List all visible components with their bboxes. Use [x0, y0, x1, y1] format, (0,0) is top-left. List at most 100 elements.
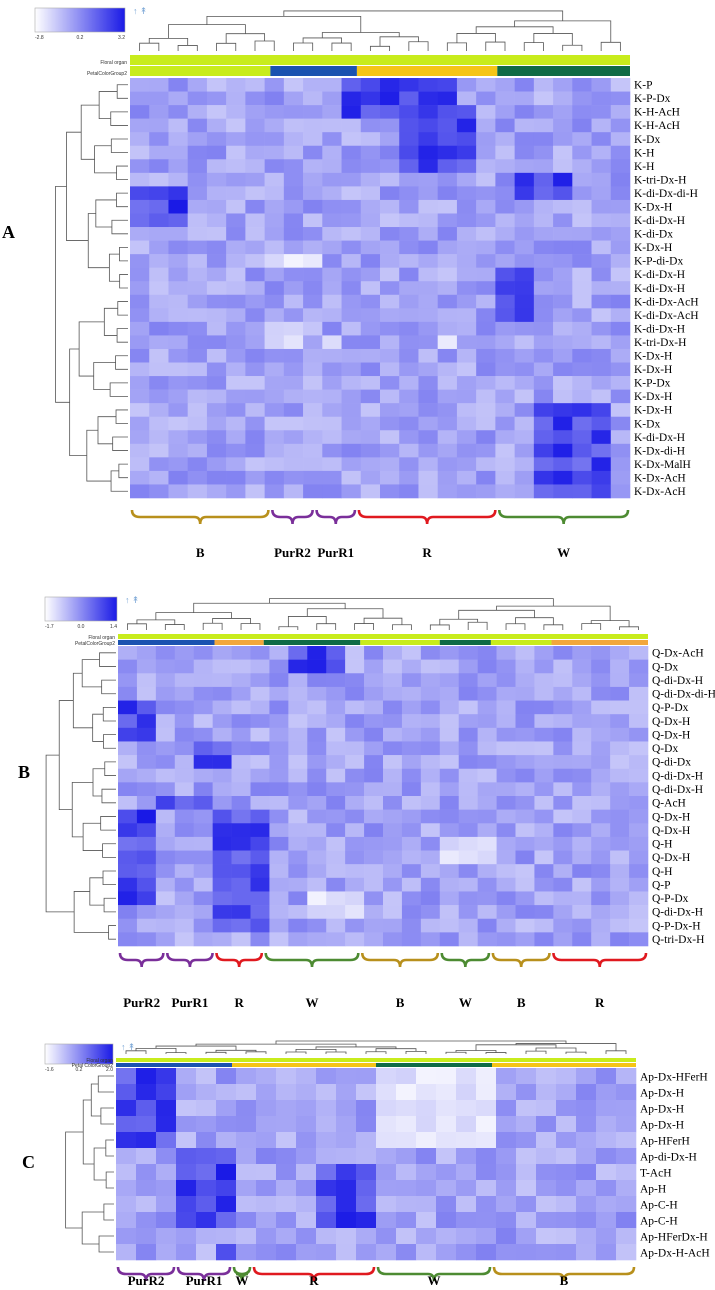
row-label: K-Dx-H — [634, 351, 672, 363]
heatmap-cell — [341, 308, 362, 323]
heatmap-cell — [187, 118, 208, 133]
heatmap-cell — [316, 1164, 337, 1181]
heatmap-cell — [264, 145, 285, 160]
heatmap-cell — [401, 714, 422, 729]
heatmap-cell — [437, 416, 458, 431]
group-label: W — [236, 1273, 249, 1288]
heatmap-cell — [364, 686, 384, 701]
row-label: K-tri-Dx-H — [634, 174, 686, 186]
heatmap-cell — [495, 308, 515, 323]
heatmap-cell — [418, 403, 438, 418]
heatmap-cell — [356, 1100, 377, 1117]
heatmap-cell — [515, 864, 535, 879]
heatmap-cell — [437, 389, 458, 404]
dendrogram-link — [119, 274, 128, 289]
heatmap-cell — [149, 78, 169, 92]
heatmap-cell — [174, 850, 195, 865]
dendrogram-link — [101, 788, 116, 804]
heatmap-cell — [458, 700, 478, 715]
heatmap-cell — [269, 659, 289, 674]
heatmap-cell — [437, 105, 458, 119]
petal-color-track-segment — [118, 640, 215, 645]
heatmap-cell — [399, 443, 419, 458]
heatmap-cell — [216, 1164, 237, 1181]
heatmap-cell — [572, 267, 592, 282]
heatmap-cell — [326, 823, 346, 838]
heatmap-cell — [276, 1068, 297, 1085]
heatmap-cell — [303, 362, 323, 377]
heatmap-cell — [572, 348, 592, 363]
row-label: K-di-Dx-H — [634, 215, 685, 227]
dendrogram-link — [600, 41, 621, 51]
heatmap-cell — [264, 443, 285, 458]
heatmap-cell — [418, 430, 438, 445]
group-label: B — [560, 1273, 569, 1288]
heatmap-cell — [307, 768, 327, 783]
heatmap-cell — [476, 1100, 497, 1117]
heatmap-cell — [456, 1116, 477, 1133]
heatmap-cell — [399, 186, 419, 201]
heatmap-cell — [553, 430, 573, 445]
heatmap-cell — [364, 700, 384, 715]
heatmap-cell — [553, 782, 573, 797]
heatmap-cell — [269, 918, 289, 933]
heatmap-cell — [572, 700, 592, 715]
heatmap-cell — [383, 864, 403, 879]
heatmap-cell — [437, 308, 458, 323]
track-label: PetalColorGroup2 — [75, 641, 115, 647]
heatmap-cell — [149, 389, 169, 404]
heatmap-cell — [250, 700, 270, 715]
heatmap-cell — [341, 172, 362, 187]
heatmap-cell — [456, 91, 477, 106]
row-label: Q-di-Dx-H — [652, 675, 703, 687]
heatmap-cell — [283, 186, 304, 201]
heatmap-cell — [477, 646, 497, 660]
row-label: K-di-Dx-di-H — [634, 188, 698, 200]
heatmap-cell — [616, 1228, 637, 1245]
heatmap-cell — [401, 700, 422, 715]
heatmap-cell — [212, 864, 232, 879]
heatmap-cell — [495, 145, 515, 160]
heatmap-cell — [496, 1132, 517, 1149]
heatmap-cell — [572, 186, 592, 201]
heatmap-cell — [149, 240, 169, 255]
heatmap-cell — [360, 376, 381, 390]
heatmap-cell — [496, 905, 516, 920]
row-label: K-H — [634, 147, 654, 159]
heatmap-cell — [516, 1100, 537, 1117]
heatmap-cell — [136, 673, 157, 688]
heatmap-cell — [477, 809, 497, 824]
heatmap-cell — [236, 1164, 257, 1181]
heatmap-cell — [341, 78, 362, 92]
heatmap-cell — [610, 891, 630, 906]
heatmap-cell — [399, 213, 419, 228]
heatmap-cell — [616, 1180, 637, 1197]
row-label: K-H — [634, 161, 654, 173]
heatmap-cell — [136, 1180, 157, 1197]
heatmap-cell — [401, 727, 422, 742]
heatmap-cell — [345, 836, 365, 851]
heatmap-cell — [303, 389, 323, 404]
heatmap-cell — [174, 782, 195, 797]
heatmap-cell — [316, 1084, 337, 1101]
row-label: Q-tri-Dx-H — [652, 934, 704, 946]
heatmap-cell — [155, 646, 176, 660]
heatmap-cell — [130, 389, 150, 404]
heatmap-cell — [416, 1180, 437, 1197]
heatmap-cell — [226, 430, 246, 445]
heatmap-cell — [456, 227, 477, 241]
heatmap-cell — [155, 782, 176, 797]
heatmap-cell — [226, 321, 246, 336]
heatmap-cell — [118, 891, 138, 906]
heatmap-cell — [193, 850, 213, 865]
heatmap-cell — [399, 172, 419, 187]
heatmap-cell — [276, 1228, 297, 1245]
heatmap-cell — [437, 199, 458, 214]
heatmap-cell — [591, 186, 612, 201]
group-label: PurR1 — [317, 545, 354, 560]
heatmap-cell — [322, 416, 342, 431]
heatmap-cell — [226, 132, 246, 147]
heatmap-cell — [303, 78, 323, 92]
heatmap-cell — [283, 376, 304, 390]
heatmap-cell — [341, 294, 362, 309]
